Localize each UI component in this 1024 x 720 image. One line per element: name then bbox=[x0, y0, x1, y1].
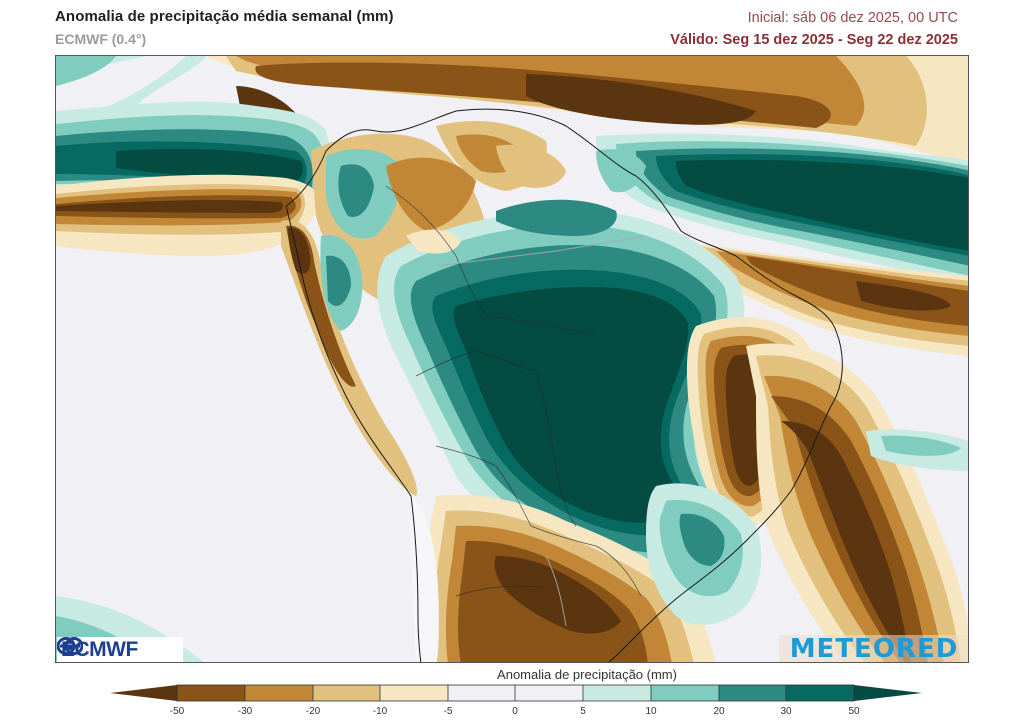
map-field bbox=[56, 56, 968, 662]
ecmwf-logo: ECMWF bbox=[57, 637, 183, 662]
tick-label: 0 bbox=[512, 706, 518, 717]
chart-title: Anomalia de precipitação média semanal (… bbox=[55, 8, 394, 25]
tick-label: -50 bbox=[169, 706, 185, 717]
initial-time: Inicial: sáb 06 dez 2025, 00 UTC bbox=[747, 10, 958, 26]
tick-label: 50 bbox=[848, 706, 860, 717]
tick-label: 30 bbox=[780, 706, 792, 717]
tick-label: 5 bbox=[580, 706, 586, 717]
ecmwf-emblem-icon bbox=[57, 637, 83, 655]
tick-label: -30 bbox=[237, 706, 253, 717]
tick-label: 10 bbox=[645, 706, 657, 717]
model-label: ECMWF (0.4°) bbox=[55, 31, 147, 47]
tick-label: -10 bbox=[372, 706, 388, 717]
meteored-logo: METEORED bbox=[779, 634, 968, 663]
meteored-logo-text: METEORED bbox=[789, 634, 959, 663]
tick-label: -5 bbox=[443, 706, 453, 717]
colorbar-label: Anomalia de precipitação (mm) bbox=[0, 667, 1024, 682]
colorbar bbox=[110, 684, 922, 702]
precipitation-anomaly-map: ECMWF METEORED bbox=[55, 55, 969, 663]
tick-label: 20 bbox=[713, 706, 725, 717]
colorbar-label-text: Anomalia de precipitação (mm) bbox=[497, 667, 677, 682]
tick-label: -20 bbox=[305, 706, 321, 717]
valid-period: Válido: Seg 15 dez 2025 - Seg 22 dez 202… bbox=[670, 32, 958, 48]
